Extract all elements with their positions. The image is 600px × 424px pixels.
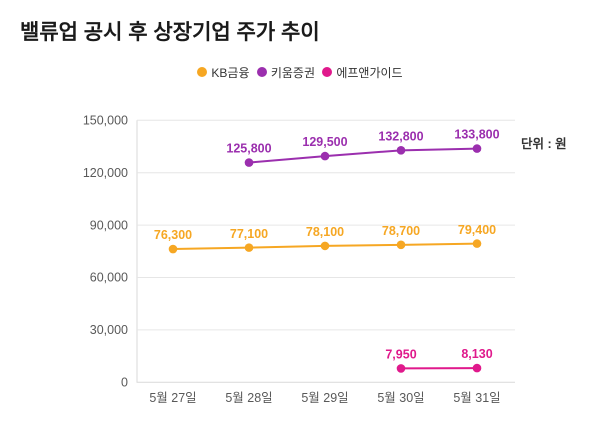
svg-text:79,400: 79,400 xyxy=(458,223,496,237)
svg-text:78,700: 78,700 xyxy=(382,224,420,238)
svg-text:78,100: 78,100 xyxy=(306,225,344,239)
svg-text:5월 29일: 5월 29일 xyxy=(301,391,348,405)
svg-text:7,950: 7,950 xyxy=(385,348,416,362)
svg-text:150,000: 150,000 xyxy=(83,114,128,128)
svg-text:132,800: 132,800 xyxy=(378,130,423,144)
svg-text:5월 31일: 5월 31일 xyxy=(453,391,500,405)
svg-text:8,130: 8,130 xyxy=(461,347,492,361)
svg-text:30,000: 30,000 xyxy=(90,323,128,337)
svg-text:90,000: 90,000 xyxy=(90,218,128,232)
svg-text:129,500: 129,500 xyxy=(302,135,347,149)
svg-text:125,800: 125,800 xyxy=(226,142,271,156)
svg-text:5월 27일: 5월 27일 xyxy=(149,391,196,405)
svg-text:0: 0 xyxy=(121,376,128,390)
svg-text:76,300: 76,300 xyxy=(154,228,192,242)
svg-text:5월 28일: 5월 28일 xyxy=(225,391,272,405)
svg-text:77,100: 77,100 xyxy=(230,227,268,241)
svg-text:60,000: 60,000 xyxy=(90,271,128,285)
svg-text:120,000: 120,000 xyxy=(83,166,128,180)
svg-text:133,800: 133,800 xyxy=(454,128,499,142)
svg-text:5월 30일: 5월 30일 xyxy=(377,391,424,405)
